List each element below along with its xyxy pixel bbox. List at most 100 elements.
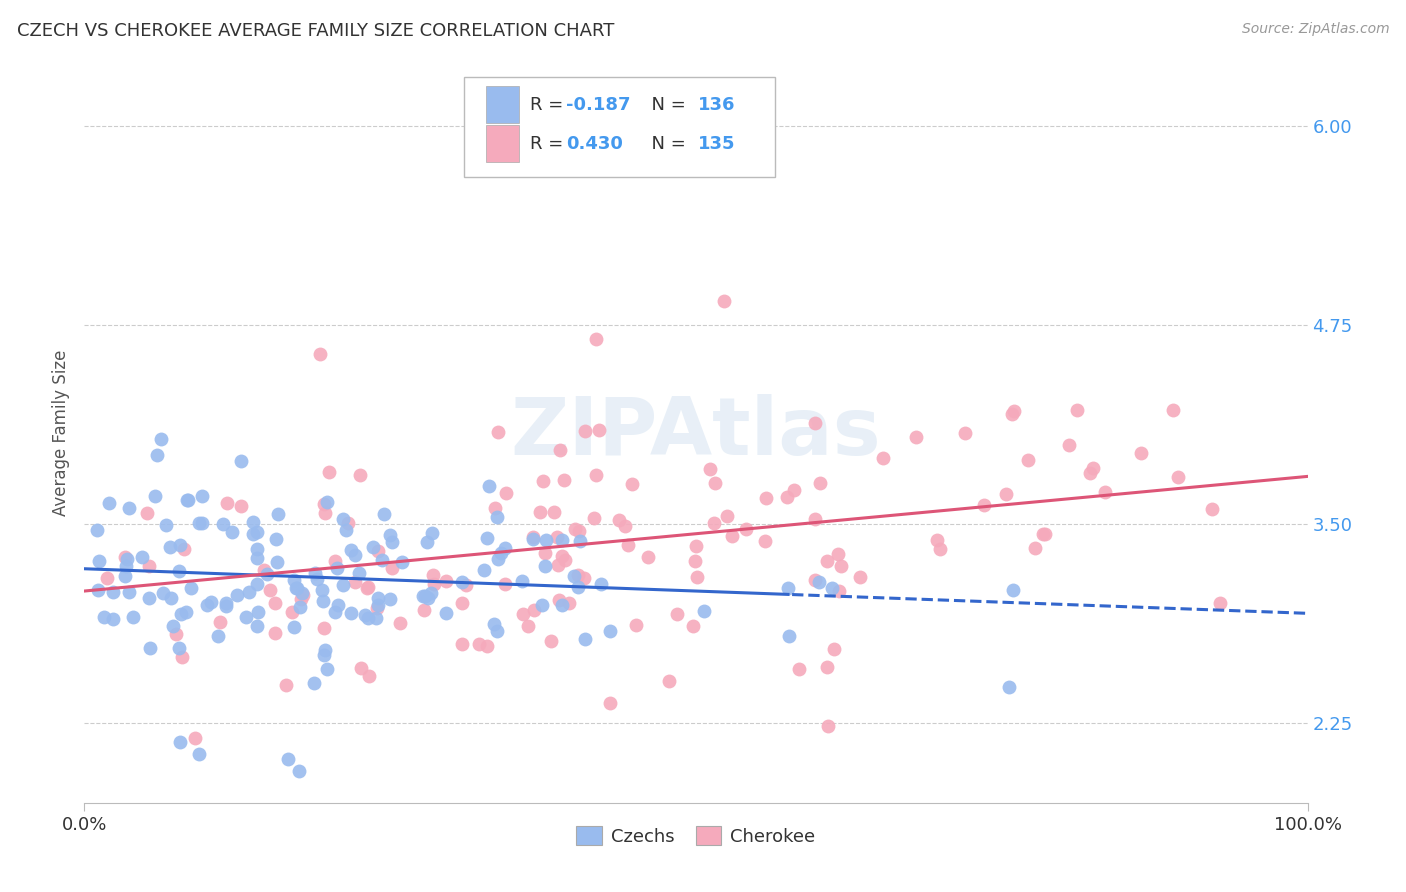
- Point: [318, 466, 340, 480]
- Point: [93, 610, 115, 624]
- Point: [550, 442, 572, 457]
- Point: [96, 571, 118, 585]
- Point: [817, 719, 839, 733]
- Point: [135, 506, 157, 520]
- Point: [815, 554, 838, 568]
- Point: [557, 596, 579, 610]
- Point: [139, 641, 162, 656]
- Point: [454, 578, 477, 592]
- Point: [373, 508, 395, 522]
- Point: [357, 669, 380, 683]
- Point: [256, 567, 278, 582]
- Point: [413, 589, 436, 603]
- Point: [804, 417, 827, 431]
- Point: [485, 510, 508, 524]
- Point: [305, 573, 328, 587]
- Text: 136: 136: [699, 95, 735, 113]
- Point: [264, 596, 287, 610]
- Point: [778, 582, 800, 596]
- Point: [235, 610, 257, 624]
- Point: [472, 563, 495, 577]
- Point: [340, 606, 363, 620]
- Point: [169, 735, 191, 749]
- Point: [174, 605, 197, 619]
- Text: N =: N =: [640, 135, 692, 153]
- Point: [311, 583, 333, 598]
- Point: [335, 523, 357, 537]
- Point: [266, 532, 288, 546]
- Point: [543, 505, 565, 519]
- Point: [823, 641, 845, 656]
- Point: [118, 585, 141, 599]
- Point: [512, 607, 534, 622]
- Point: [1059, 437, 1081, 451]
- Point: [420, 525, 443, 540]
- Point: [478, 479, 501, 493]
- Point: [162, 619, 184, 633]
- Text: Source: ZipAtlas.com: Source: ZipAtlas.com: [1241, 22, 1389, 37]
- Point: [316, 495, 339, 509]
- Point: [529, 505, 551, 519]
- Point: [704, 476, 727, 491]
- Y-axis label: Average Family Size: Average Family Size: [52, 350, 70, 516]
- Point: [252, 563, 274, 577]
- Point: [1000, 407, 1022, 421]
- Point: [872, 450, 894, 465]
- Point: [344, 549, 367, 563]
- Point: [332, 511, 354, 525]
- Point: [599, 624, 621, 639]
- Point: [122, 610, 145, 624]
- Point: [291, 586, 314, 600]
- Point: [591, 576, 613, 591]
- Point: [658, 673, 681, 688]
- Point: [553, 473, 575, 487]
- Point: [568, 533, 591, 548]
- Point: [287, 581, 309, 595]
- Point: [1024, 541, 1046, 555]
- Point: [309, 347, 332, 361]
- Point: [1017, 453, 1039, 467]
- Point: [115, 552, 138, 566]
- Point: [486, 425, 509, 440]
- Point: [475, 532, 498, 546]
- Point: [567, 567, 589, 582]
- Text: -0.187: -0.187: [567, 95, 631, 113]
- Point: [546, 530, 568, 544]
- Point: [486, 624, 509, 638]
- Point: [188, 516, 211, 531]
- Point: [267, 508, 290, 522]
- Point: [486, 552, 509, 566]
- Point: [169, 640, 191, 655]
- Point: [337, 516, 360, 530]
- Point: [350, 660, 373, 674]
- Point: [246, 577, 269, 591]
- Point: [312, 621, 335, 635]
- Point: [187, 747, 209, 761]
- Point: [378, 528, 401, 542]
- Point: [381, 534, 404, 549]
- Point: [588, 423, 610, 437]
- Point: [686, 570, 709, 584]
- Point: [1002, 404, 1025, 418]
- Point: [531, 598, 554, 612]
- Point: [551, 598, 574, 612]
- Point: [1167, 470, 1189, 484]
- Point: [607, 513, 630, 527]
- Point: [734, 522, 756, 536]
- Point: [247, 605, 270, 619]
- Point: [554, 552, 576, 566]
- Point: [1201, 501, 1223, 516]
- Point: [366, 600, 388, 615]
- Point: [229, 454, 252, 468]
- Point: [367, 544, 389, 558]
- Point: [713, 293, 735, 308]
- Point: [665, 607, 688, 622]
- Point: [145, 489, 167, 503]
- Point: [259, 583, 281, 598]
- Point: [323, 554, 346, 568]
- Point: [637, 549, 659, 564]
- Point: [534, 546, 557, 560]
- Point: [114, 559, 136, 574]
- Point: [682, 619, 704, 633]
- Point: [87, 583, 110, 598]
